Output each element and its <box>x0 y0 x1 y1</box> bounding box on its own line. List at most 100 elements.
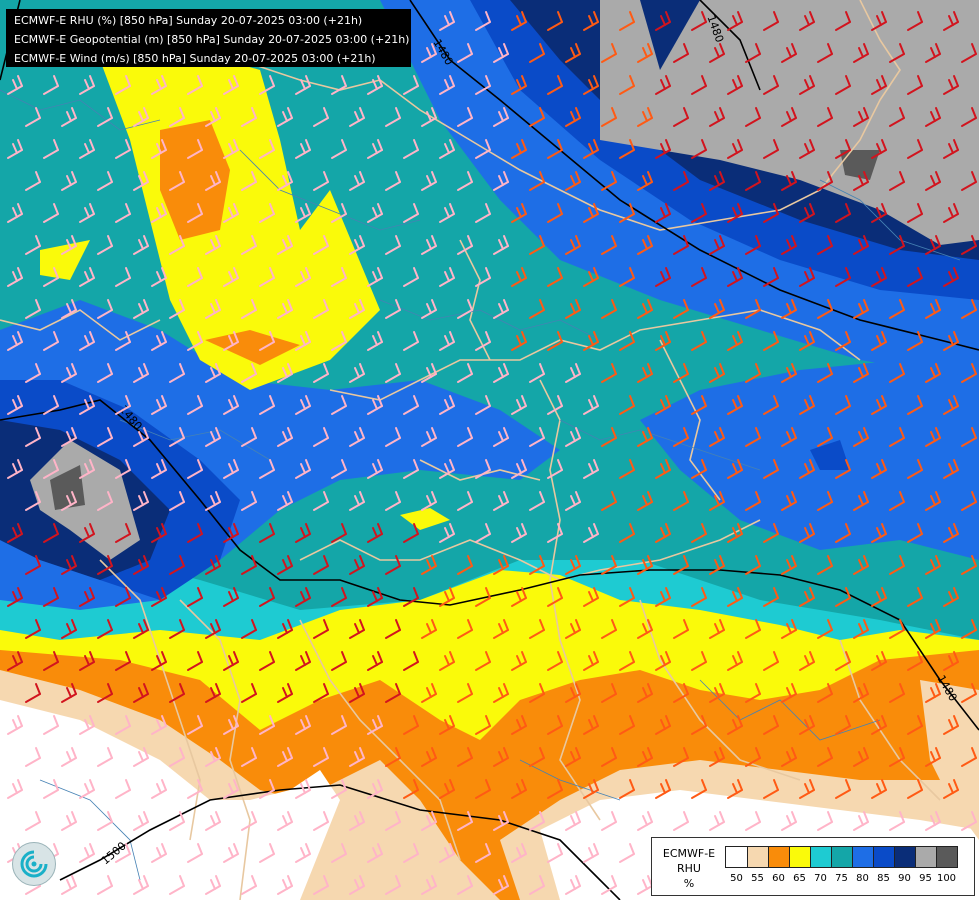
wind-barb <box>943 75 959 95</box>
wind-barb <box>763 779 779 799</box>
wind-barb <box>853 683 869 703</box>
wind-barb <box>187 523 203 543</box>
wind-barb <box>889 235 905 255</box>
wind-barb <box>97 811 113 831</box>
wind-barb <box>727 651 743 671</box>
wind-barb <box>439 651 455 671</box>
wind-barb <box>853 491 869 511</box>
wind-barb <box>709 619 725 639</box>
wind-barb <box>25 747 41 767</box>
wind-barb <box>115 843 131 863</box>
river-line <box>519 759 621 801</box>
wind-barb <box>277 363 293 383</box>
wind-barb <box>745 363 761 383</box>
legend-swatch <box>747 847 768 867</box>
wind-barb <box>295 843 311 863</box>
wind-barb <box>565 683 581 703</box>
wind-barb <box>799 715 815 735</box>
wind-barb <box>763 523 779 543</box>
wind-barb <box>691 11 707 31</box>
wind-barb <box>727 523 743 543</box>
wind-barb <box>799 523 815 543</box>
wind-barb <box>151 75 167 95</box>
wind-barb <box>421 363 437 383</box>
wind-barb <box>961 619 977 639</box>
wind-barb <box>511 587 527 607</box>
wind-barb <box>403 715 419 735</box>
wind-barb <box>565 363 581 383</box>
legend-tick-label: 85 <box>877 873 890 884</box>
wind-barb <box>961 683 977 703</box>
wind-barb <box>349 235 365 255</box>
geopotential-contour <box>0 399 979 731</box>
wind-barb <box>619 395 635 415</box>
wind-barb <box>781 107 797 127</box>
wind-barb <box>853 363 869 383</box>
wind-barb <box>151 651 167 671</box>
wind-barb <box>79 779 95 799</box>
wind-barb <box>943 203 959 223</box>
wind-barb <box>493 43 509 63</box>
wind-barb <box>61 107 77 127</box>
wind-barb <box>331 843 347 863</box>
wind-barb <box>565 43 581 63</box>
wind-barb <box>709 235 725 255</box>
wind-barb <box>97 171 113 191</box>
wind-barb <box>403 843 419 863</box>
wind-barb <box>439 715 455 735</box>
wind-barb <box>547 203 563 223</box>
wind-barb <box>727 75 743 95</box>
wind-barb <box>943 395 959 415</box>
wind-barb <box>277 875 293 895</box>
wind-barb <box>673 491 689 511</box>
wind-barb <box>493 299 509 319</box>
wind-barb <box>187 459 203 479</box>
wind-barb <box>907 139 923 159</box>
wind-barb <box>169 235 185 255</box>
wind-barb <box>439 11 455 31</box>
wind-barb <box>691 715 707 735</box>
wind-barb <box>601 107 617 127</box>
wind-barb <box>475 459 491 479</box>
legend-tick-label: 90 <box>898 873 911 884</box>
wind-barb <box>187 395 203 415</box>
wind-barb <box>241 363 257 383</box>
wind-barb <box>529 619 545 639</box>
wind-barb <box>601 875 617 895</box>
wind-barb <box>871 267 887 287</box>
wind-barb <box>223 715 239 735</box>
wind-barb <box>241 747 257 767</box>
wind-barb <box>655 75 671 95</box>
wind-barb <box>331 523 347 543</box>
wind-barb <box>871 75 887 95</box>
wind-barb <box>799 651 815 671</box>
wind-barb <box>421 619 437 639</box>
wind-barb <box>385 619 401 639</box>
wind-barb <box>817 747 833 767</box>
wind-barb <box>475 11 491 31</box>
wind-barb <box>205 747 221 767</box>
wind-barb <box>331 395 347 415</box>
wind-barb <box>925 363 941 383</box>
wind-barb <box>601 427 617 447</box>
wind-barb <box>673 107 689 127</box>
wind-barb <box>385 299 401 319</box>
wind-barb <box>511 331 527 351</box>
wind-barb <box>403 651 419 671</box>
wind-barb <box>799 75 815 95</box>
wind-barb <box>835 779 851 799</box>
geopotential-contour <box>409 0 979 351</box>
wind-barb <box>25 555 41 575</box>
wind-barb <box>277 427 293 447</box>
wind-barb <box>709 363 725 383</box>
wind-barb <box>871 139 887 159</box>
wind-barb <box>331 651 347 671</box>
wind-barb <box>241 619 257 639</box>
wind-barb <box>907 75 923 95</box>
wind-barb <box>439 395 455 415</box>
wind-barb <box>187 779 203 799</box>
wind-barb <box>709 427 725 447</box>
wind-barb <box>97 235 113 255</box>
wind-barb <box>799 267 815 287</box>
wind-barb <box>889 491 905 511</box>
